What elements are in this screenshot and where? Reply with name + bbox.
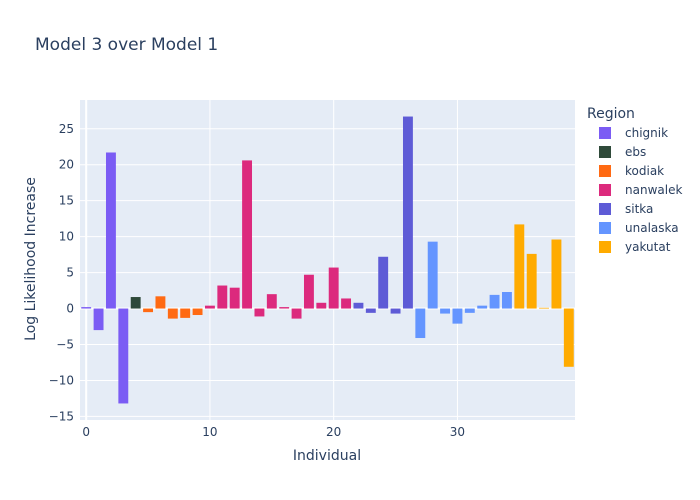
bar-nanwalek — [316, 302, 327, 309]
x-tick-labels: 0 10 20 30 — [82, 425, 465, 439]
y-tick-label: 15 — [59, 194, 74, 208]
x-axis-title: Individual — [293, 448, 361, 464]
bar-kodiak — [192, 308, 203, 316]
bar-nanwalek — [279, 307, 290, 309]
y-tick-label: 0 — [66, 302, 74, 316]
x-tick-label: 20 — [326, 425, 341, 439]
bar-chignik — [118, 308, 129, 404]
bar-chignik — [105, 152, 116, 309]
bar-sitka — [365, 308, 376, 313]
bar-yakutat — [514, 224, 525, 309]
legend-label: sitka — [625, 202, 653, 216]
y-tick-label: −10 — [49, 373, 74, 387]
y-tick-label: 5 — [66, 266, 74, 280]
bar-ebs — [130, 297, 141, 309]
bar-unalaska — [427, 241, 438, 309]
legend-label: unalaska — [625, 221, 679, 235]
legend-swatch — [599, 203, 611, 215]
y-tick-label: 10 — [59, 230, 74, 244]
legend-label: kodiak — [625, 164, 664, 178]
x-tick-label: 30 — [450, 425, 465, 439]
chart-title: Model 3 over Model 1 — [35, 35, 218, 55]
legend-swatch — [599, 165, 611, 177]
bar-nanwalek — [204, 305, 215, 309]
legend: Region chignik ebs kodiak nanwalek sitka unal… — [587, 106, 682, 254]
bar-unalaska — [452, 308, 463, 324]
bar-sitka — [353, 302, 364, 309]
bar-kodiak — [143, 308, 154, 313]
bar-nanwalek — [266, 294, 277, 309]
bar-unalaska — [415, 308, 426, 339]
bar-unalaska — [477, 305, 488, 309]
bar-kodiak — [180, 308, 191, 318]
y-tick-labels: −15 −10 −5 0 5 10 15 20 25 — [49, 122, 74, 424]
legend-label: yakutat — [625, 240, 671, 254]
bar-yakutat — [563, 308, 574, 367]
bars — [81, 116, 574, 404]
bar-sitka — [390, 308, 401, 314]
bar-kodiak — [155, 296, 166, 309]
x-tick-label: 10 — [202, 425, 217, 439]
bar-sitka — [402, 116, 413, 309]
bar-nanwalek — [341, 298, 352, 309]
plot-area — [80, 100, 575, 420]
bar-yakutat — [526, 253, 537, 309]
bar-nanwalek — [217, 285, 228, 309]
bar-nanwalek — [242, 160, 253, 309]
bar-chignik — [81, 307, 92, 309]
y-tick-label: −15 — [49, 409, 74, 423]
legend-title: Region — [587, 106, 635, 122]
y-tick-label: 20 — [59, 158, 74, 172]
bar-unalaska — [489, 294, 500, 309]
bar-nanwalek — [328, 267, 339, 309]
bar-kodiak — [167, 308, 178, 319]
legend-label: ebs — [625, 145, 646, 159]
bar-nanwalek — [303, 274, 314, 309]
bar-chignik — [93, 308, 104, 331]
bar-unalaska — [440, 308, 451, 314]
y-tick-label: −5 — [56, 337, 74, 351]
bar-unalaska — [464, 308, 475, 313]
bar-yakutat — [539, 307, 550, 309]
bar-sitka — [378, 256, 389, 309]
y-axis-title: Log Likelihood Increase — [23, 177, 39, 341]
y-tick-label: 25 — [59, 122, 74, 136]
bar-nanwalek — [291, 308, 302, 319]
legend-swatch — [599, 222, 611, 234]
legend-label: chignik — [625, 126, 668, 140]
x-tick-label: 0 — [82, 425, 90, 439]
bar-nanwalek — [254, 308, 265, 317]
legend-label: nanwalek — [625, 183, 682, 197]
legend-swatch — [599, 146, 611, 158]
legend-swatch — [599, 127, 611, 139]
legend-swatch — [599, 241, 611, 253]
bar-unalaska — [501, 292, 512, 309]
bar-nanwalek — [229, 287, 240, 309]
bar-yakutat — [551, 239, 562, 309]
legend-swatch — [599, 184, 611, 196]
